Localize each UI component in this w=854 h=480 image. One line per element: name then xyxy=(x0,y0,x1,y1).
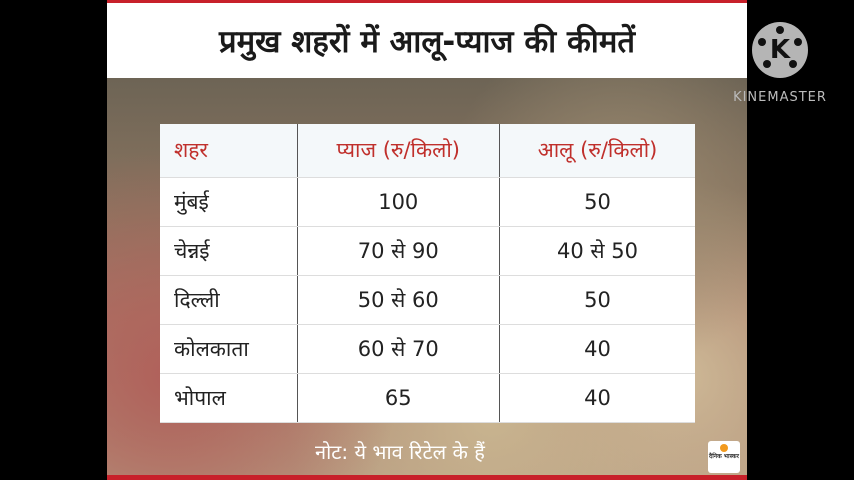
potato-price: 40 xyxy=(499,324,695,374)
page-title: प्रमुख शहरों में आलू-प्याज की कीमतें xyxy=(218,23,636,60)
table-row: चेन्नई 70 से 90 40 से 50 xyxy=(160,226,695,276)
potato-price: 50 xyxy=(499,177,695,227)
header-onion: प्याज (रु/किलो) xyxy=(297,124,501,178)
onion-price: 50 से 60 xyxy=(297,275,501,325)
table-header-row: शहर प्याज (रु/किलो) आलू (रु/किलो) xyxy=(160,124,695,178)
source-logo: दैनिक भास्कर xyxy=(708,441,740,473)
top-accent-line xyxy=(107,0,747,3)
kinemaster-letter: K xyxy=(769,35,791,65)
city: कोलकाता xyxy=(160,324,298,374)
video-frame: प्रमुख शहरों में आलू-प्याज की कीमतें शहर… xyxy=(107,0,747,480)
kinemaster-watermark: K KINEMASTER xyxy=(730,22,830,105)
city: दिल्ली xyxy=(160,275,298,325)
potato-price: 40 xyxy=(499,373,695,423)
table-row: दिल्ली 50 से 60 50 xyxy=(160,275,695,325)
bottom-accent-bar xyxy=(107,475,747,480)
table-row: मुंबई 100 50 xyxy=(160,177,695,227)
city: भोपाल xyxy=(160,373,298,423)
onion-price: 70 से 90 xyxy=(297,226,501,276)
onion-price: 65 xyxy=(297,373,501,423)
city: चेन्नई xyxy=(160,226,298,276)
onion-price: 100 xyxy=(297,177,501,227)
kinemaster-logo-icon: K xyxy=(752,22,808,78)
city: मुंबई xyxy=(160,177,298,227)
onion-price: 60 से 70 xyxy=(297,324,501,374)
table-row: भोपाल 65 40 xyxy=(160,373,695,423)
note-text: नोट: ये भाव रिटेल के हैं xyxy=(315,440,485,464)
kinemaster-label: KINEMASTER xyxy=(733,90,827,105)
price-table: शहर प्याज (रु/किलो) आलू (रु/किलो) मुंबई 1… xyxy=(160,124,695,423)
potato-price: 40 से 50 xyxy=(499,226,695,276)
potato-price: 50 xyxy=(499,275,695,325)
title-band: प्रमुख शहरों में आलू-प्याज की कीमतें xyxy=(107,3,747,78)
header-city: शहर xyxy=(160,124,298,178)
table-row: कोलकाता 60 से 70 40 xyxy=(160,324,695,374)
header-potato: आलू (रु/किलो) xyxy=(499,124,695,178)
